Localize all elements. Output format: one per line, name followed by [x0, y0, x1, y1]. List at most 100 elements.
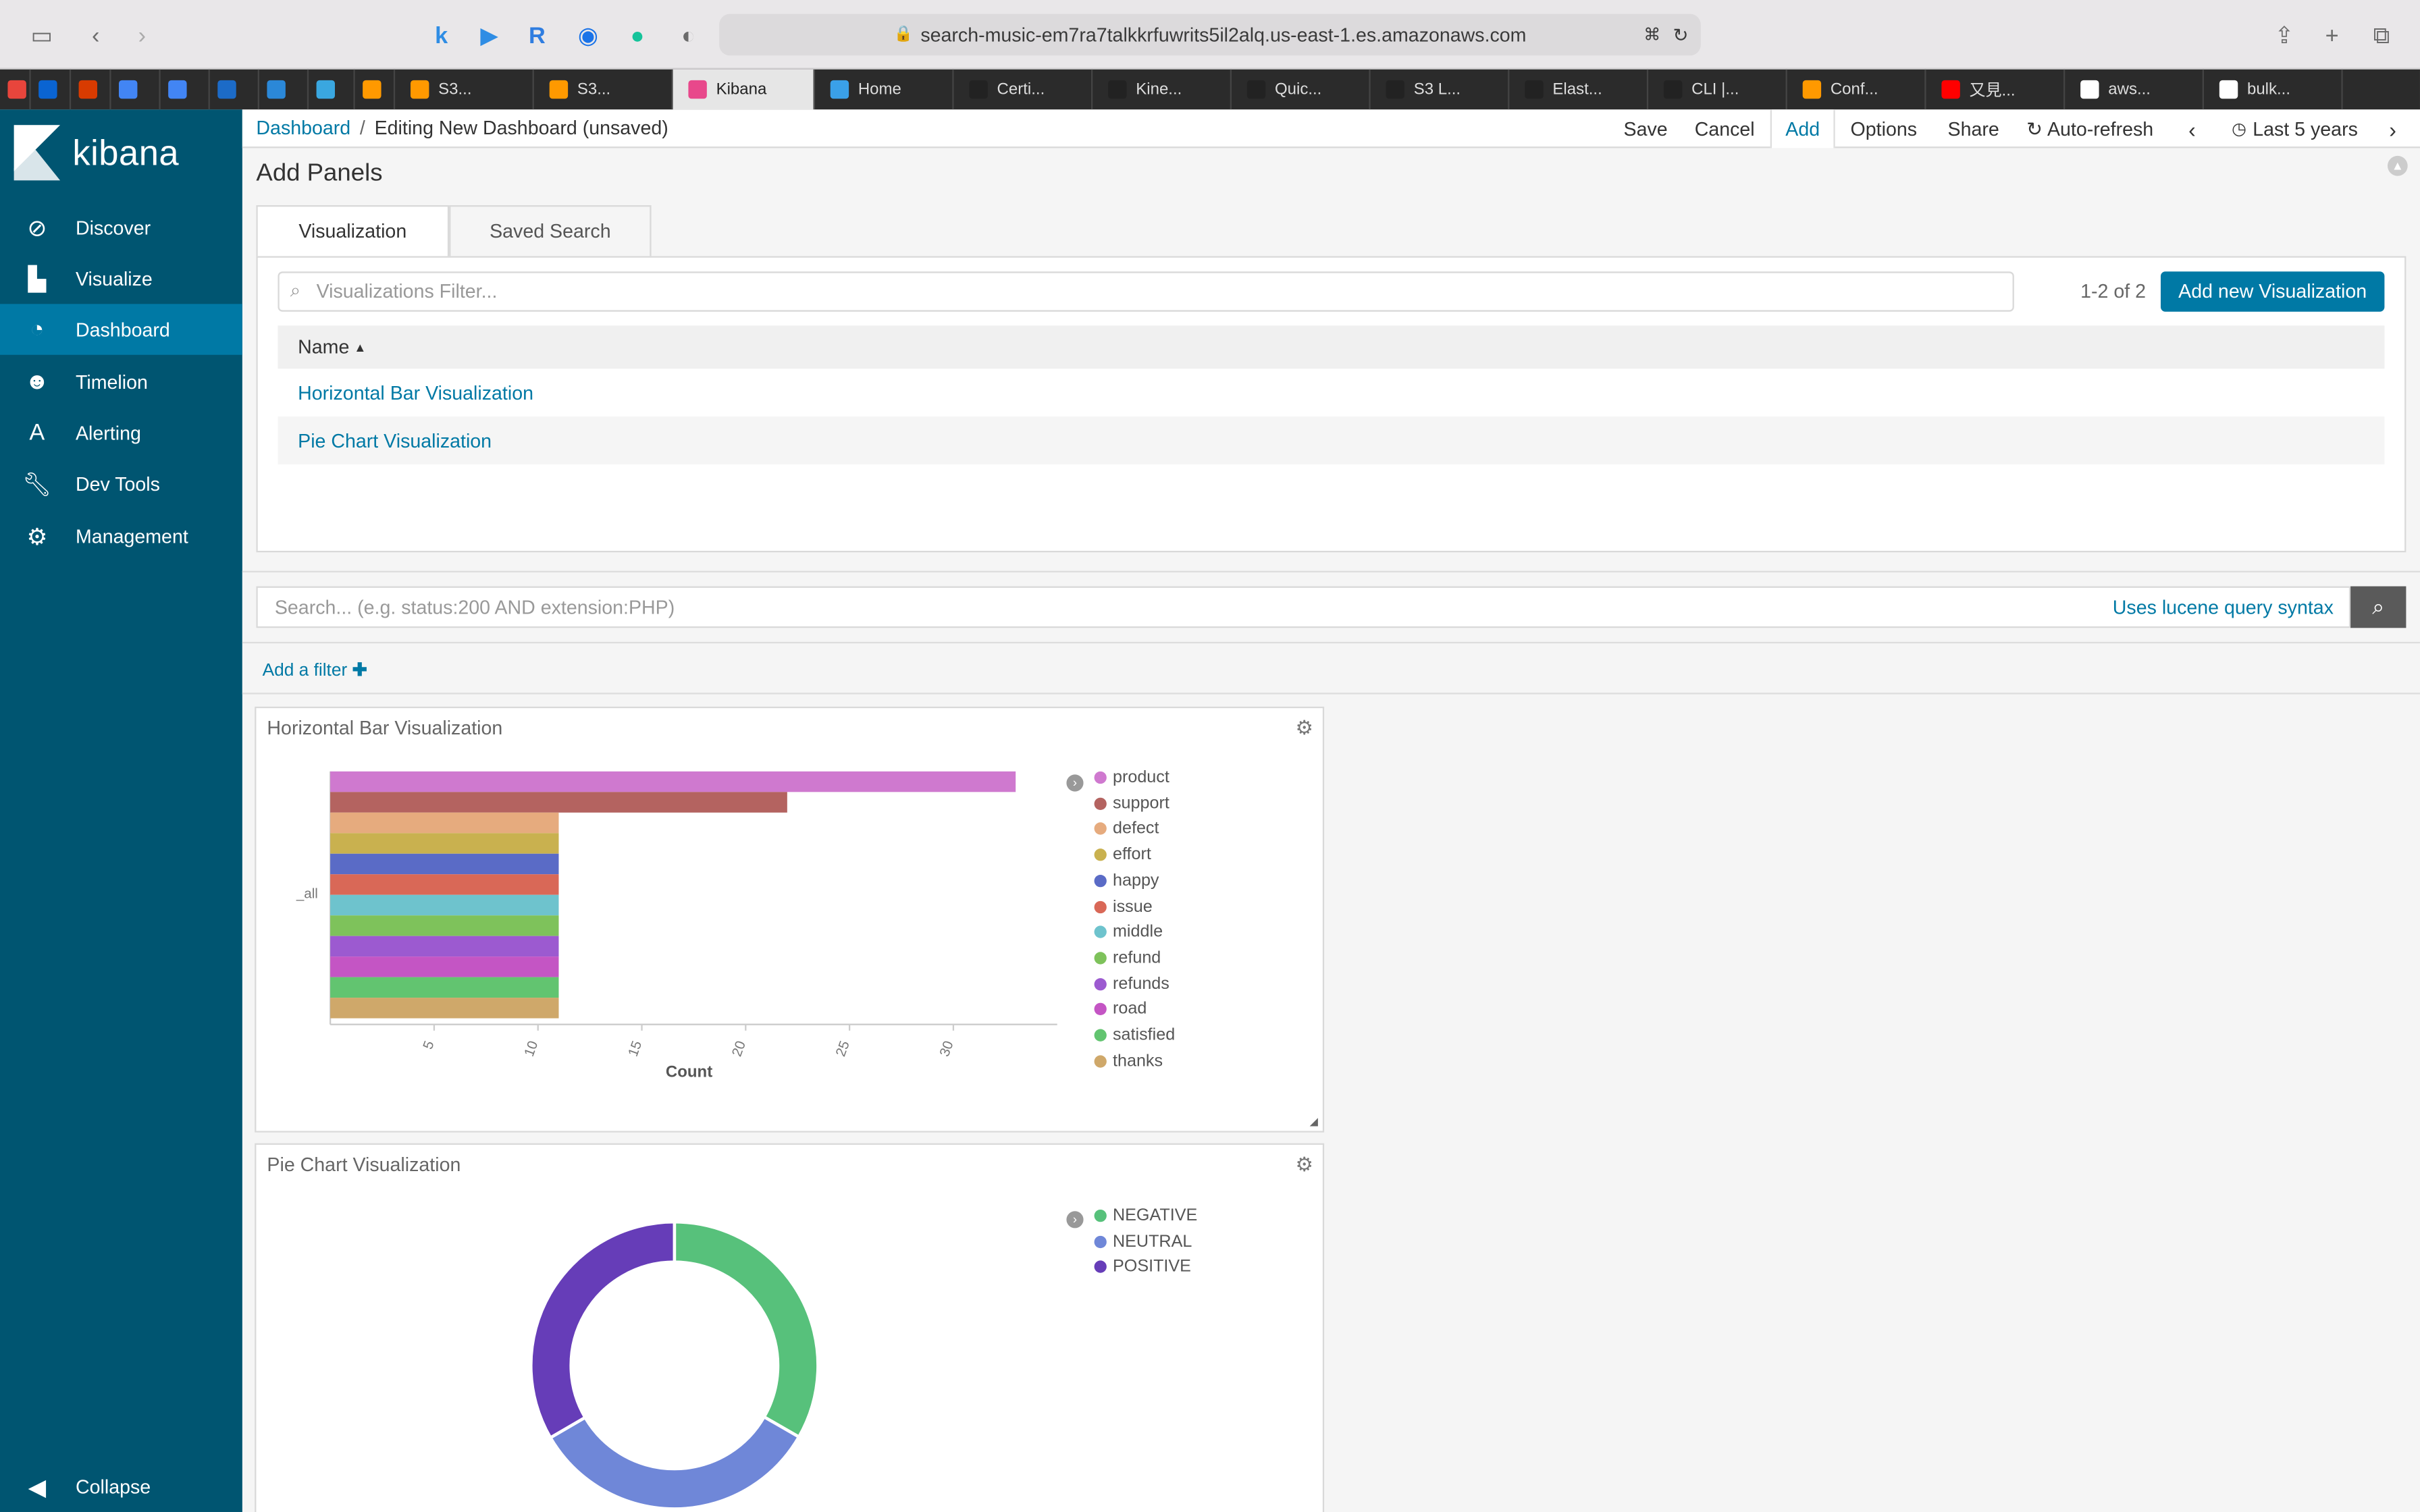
legend-item-support[interactable]: support [1094, 794, 1169, 813]
query-input[interactable]: Search... (e.g. status:200 AND extension… [256, 586, 2351, 628]
legend-toggle-icon[interactable]: › [1066, 1211, 1084, 1228]
add-new-visualization-button[interactable]: Add new Visualization [2160, 271, 2385, 312]
visualization-row-horizontal-bar[interactable]: Horizontal Bar Visualization [278, 369, 2385, 417]
browser-tab[interactable]: Conf... [1787, 69, 1926, 110]
forward-icon[interactable]: › [138, 22, 146, 49]
nav-timelion[interactable]: ☻ Timelion [0, 356, 242, 407]
panel-gear-icon[interactable]: ⚙ [1295, 716, 1314, 739]
browser-tab[interactable] [210, 69, 259, 110]
browser-tab[interactable] [71, 69, 111, 110]
browser-tab[interactable] [355, 69, 396, 110]
browser-tab[interactable]: 又見... [1926, 69, 2066, 110]
browser-tab[interactable]: Kine... [1093, 69, 1232, 110]
legend-item-issue[interactable]: issue [1094, 897, 1153, 916]
legend-item-thanks[interactable]: thanks [1094, 1052, 1163, 1071]
browser-tab[interactable] [161, 69, 210, 110]
kibana-sidebar: kibana ⊘ Discover ▙ Visualize ◔ Dashboar… [0, 109, 242, 1512]
legend-item-defect[interactable]: defect [1094, 820, 1159, 838]
browser-tab[interactable]: S3... [534, 69, 673, 110]
close-panel-icon[interactable]: ▲ [2387, 155, 2408, 176]
tab-favicon-icon [1802, 80, 1822, 99]
browser-tab[interactable]: Quic... [1232, 69, 1371, 110]
collapse-label: Collapse [75, 1476, 151, 1498]
extension-k-icon[interactable]: k [435, 22, 448, 49]
share-button[interactable]: Share [1947, 117, 1999, 140]
reload-icon[interactable]: ↻ [1673, 24, 1689, 46]
translate-icon[interactable]: ⌘ [1643, 26, 1661, 45]
browser-tab[interactable]: Elast... [1509, 69, 1649, 110]
legend-dot-icon [1094, 1235, 1107, 1248]
legend-toggle-icon[interactable]: › [1066, 774, 1084, 792]
nav-visualize[interactable]: ▙ Visualize [0, 253, 242, 304]
browser-tab[interactable] [111, 69, 161, 110]
lucene-syntax-link[interactable]: Uses lucene query syntax [2112, 596, 2334, 618]
legend-item-negative[interactable]: NEGATIVE [1094, 1206, 1197, 1225]
bar-defect [330, 812, 559, 834]
browser-tab[interactable] [309, 69, 355, 110]
visualizations-filter-input[interactable] [278, 271, 2014, 312]
browser-tab[interactable] [0, 69, 31, 110]
nav-discover[interactable]: ⊘ Discover [0, 202, 242, 252]
browser-tab[interactable]: S3 L... [1371, 69, 1510, 110]
browser-tab[interactable]: Kibana [673, 69, 815, 110]
tab-label: S3... [438, 80, 472, 99]
kibana-logo[interactable]: kibana [14, 125, 180, 181]
timepicker-button[interactable]: ◷ Last 5 years [2232, 109, 2358, 148]
time-forward-icon[interactable]: › [2389, 116, 2396, 142]
nav-dashboard[interactable]: ◔ Dashboard [0, 304, 242, 355]
tab-overview-icon[interactable]: ⧉ [2373, 22, 2390, 49]
visualization-row-pie-chart[interactable]: Pie Chart Visualization [278, 416, 2385, 464]
password-manager-icon[interactable]: ◉ [577, 23, 598, 50]
tab-visualization[interactable]: Visualization [256, 205, 450, 258]
x-tick-label: 25 [833, 1039, 852, 1058]
browser-tab[interactable]: S3... [395, 69, 534, 110]
back-icon[interactable]: ‹ [91, 22, 100, 49]
add-button[interactable]: Add [1770, 109, 1835, 148]
grammarly-icon[interactable]: ● [630, 22, 645, 49]
address-bar[interactable]: 🔒 search-music-em7ra7talkkrfuwrits5il2al… [719, 14, 1701, 56]
browser-tab[interactable]: bulk... [2204, 69, 2343, 110]
tab-saved-search[interactable]: Saved Search [449, 205, 652, 258]
legend-item-effort[interactable]: effort [1094, 846, 1151, 864]
legend-dot-icon [1094, 1209, 1107, 1222]
legend-label: product [1112, 768, 1169, 787]
browser-tab[interactable] [31, 69, 72, 110]
auto-refresh-button[interactable]: ↻ Auto-refresh [2026, 109, 2153, 148]
sidebar-toggle-icon[interactable]: ▭ [30, 23, 53, 50]
extension-play-icon[interactable]: ▶ [480, 23, 498, 50]
cancel-button[interactable]: Cancel [1694, 117, 1755, 140]
nav-dev-tools[interactable]: 🔧︎ Dev Tools [0, 458, 242, 509]
query-submit-button[interactable]: ⌕ [2350, 586, 2406, 628]
legend-item-refund[interactable]: refund [1094, 948, 1161, 967]
nav-label: Discover [75, 217, 151, 239]
breadcrumb-dashboard[interactable]: Dashboard [256, 117, 351, 139]
time-back-icon[interactable]: ‹ [2188, 116, 2196, 142]
legend-item-middle[interactable]: middle [1094, 923, 1163, 942]
legend-item-positive[interactable]: POSITIVE [1094, 1258, 1191, 1276]
legend-item-refunds[interactable]: refunds [1094, 975, 1169, 993]
browser-tab[interactable]: Certi... [954, 69, 1093, 110]
name-column-header[interactable]: Name ▲ [278, 325, 2385, 369]
browser-tab[interactable]: Home [815, 69, 954, 110]
collapse-button[interactable]: ◀ Collapse [0, 1461, 242, 1512]
legend-item-neutral[interactable]: NEUTRAL [1094, 1233, 1192, 1251]
share-icon[interactable]: ⇪ [2274, 23, 2294, 50]
browser-tab[interactable]: aws... [2065, 69, 2204, 110]
add-filter-link[interactable]: Add a filter ✚ [263, 659, 367, 680]
bar-refund [330, 915, 559, 936]
shield-icon[interactable]: ◐ [681, 22, 695, 49]
legend-item-product[interactable]: product [1094, 768, 1169, 787]
browser-tab[interactable]: CLI |... [1648, 69, 1787, 110]
browser-tab[interactable] [259, 69, 309, 110]
extension-r-icon[interactable]: R [529, 22, 546, 49]
new-tab-icon[interactable]: + [2325, 22, 2339, 49]
legend-item-road[interactable]: road [1094, 1000, 1147, 1019]
options-button[interactable]: Options [1850, 117, 1918, 140]
legend-item-happy[interactable]: happy [1094, 871, 1159, 890]
legend-item-satisfied[interactable]: satisfied [1094, 1026, 1175, 1044]
save-button[interactable]: Save [1623, 117, 1668, 140]
nav-management[interactable]: ⚙ Management [0, 511, 242, 562]
panel-gear-icon[interactable]: ⚙ [1295, 1152, 1314, 1176]
resize-handle-icon[interactable]: ◢ [1309, 1116, 1318, 1128]
nav-alerting[interactable]: A Alerting [0, 407, 242, 458]
